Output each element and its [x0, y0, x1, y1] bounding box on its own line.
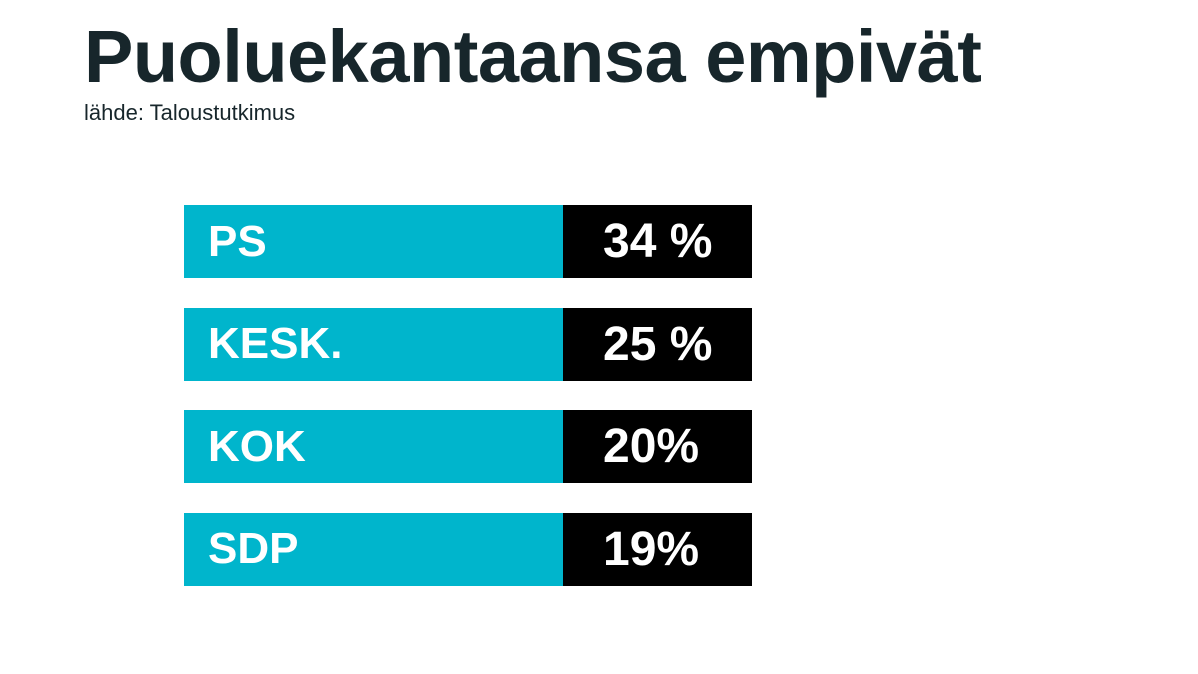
party-value: 19%	[563, 512, 752, 586]
party-row: KESK. 25 %	[184, 307, 752, 381]
party-label: KOK	[184, 410, 563, 483]
party-table: PS 34 % KESK. 25 % KOK 20% SDP 19%	[184, 205, 752, 615]
chart-title: Puoluekantaansa empivät	[84, 15, 982, 98]
party-label: KESK.	[184, 307, 563, 381]
party-value: 20%	[563, 410, 752, 483]
party-value: 25 %	[563, 307, 752, 381]
party-label: PS	[184, 205, 563, 278]
party-row: PS 34 %	[184, 205, 752, 278]
party-value: 34 %	[563, 205, 752, 278]
party-label: SDP	[184, 512, 563, 586]
chart-source: lähde: Taloustutkimus	[84, 100, 296, 125]
party-row: KOK 20%	[184, 410, 752, 483]
party-row: SDP 19%	[184, 512, 752, 586]
